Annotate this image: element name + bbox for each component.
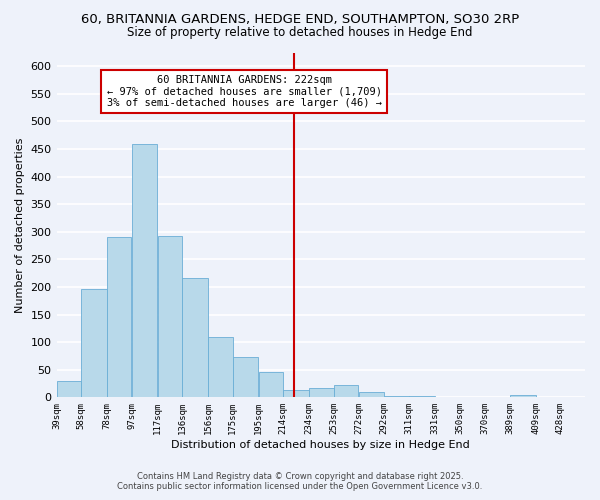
Text: 60, BRITANNIA GARDENS, HEDGE END, SOUTHAMPTON, SO30 2RP: 60, BRITANNIA GARDENS, HEDGE END, SOUTHA… [81,12,519,26]
Bar [510,394,536,398]
Bar [310,388,334,398]
Bar [132,144,157,398]
X-axis label: Distribution of detached houses by size in Hedge End: Distribution of detached houses by size … [172,440,470,450]
Bar [57,381,81,398]
Bar [283,390,309,398]
Bar [233,357,259,398]
Bar [182,278,208,398]
Bar [334,384,358,398]
Bar [435,397,459,398]
Bar [359,392,384,398]
Bar [409,396,434,398]
Bar [158,236,182,398]
Text: Contains HM Land Registry data © Crown copyright and database right 2025.
Contai: Contains HM Land Registry data © Crown c… [118,472,482,491]
Text: 60 BRITANNIA GARDENS: 222sqm
← 97% of detached houses are smaller (1,709)
3% of : 60 BRITANNIA GARDENS: 222sqm ← 97% of de… [107,75,382,108]
Bar [385,396,409,398]
Text: Size of property relative to detached houses in Hedge End: Size of property relative to detached ho… [127,26,473,39]
Bar [107,237,131,398]
Bar [208,336,233,398]
Bar [560,397,585,398]
Bar [82,288,107,398]
Y-axis label: Number of detached properties: Number of detached properties [15,137,25,312]
Bar [259,372,283,398]
